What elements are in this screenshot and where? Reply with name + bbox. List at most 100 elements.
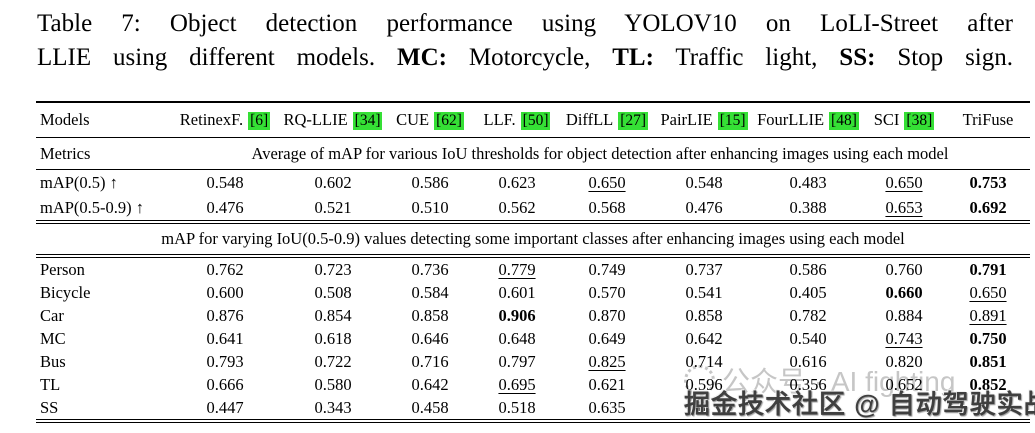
metric-value: 0.476 <box>685 197 723 217</box>
class-value: 0.642 <box>411 374 449 394</box>
model-name: SCI <box>873 110 900 129</box>
class-value: 0.852 <box>969 374 1007 394</box>
table-row: Bicycle 0.600 0.508 0.584 0.601 0.570 0.541 0.4… <box>36 281 1030 304</box>
model-column-header: CUE [62] <box>386 101 474 138</box>
class-value: 0.641 <box>206 328 244 348</box>
watermark-light-text: 公众号 · AI fighting <box>722 366 956 397</box>
class-value: 0.540 <box>789 328 827 348</box>
metric-value: 0.510 <box>411 197 449 217</box>
model-column-header: FourLLIE [48] <box>754 101 862 138</box>
model-name: DiffLL <box>565 110 614 129</box>
class-value: 0.736 <box>411 259 449 279</box>
citation-link[interactable]: [38] <box>904 112 935 130</box>
citation-link[interactable]: [62] <box>434 112 464 130</box>
metric-label: mAP(0.5-0.9) ↑ <box>40 197 145 217</box>
metric-value: 0.650 <box>885 172 923 192</box>
caption-mc-text: Motorcycle, <box>446 44 613 71</box>
class-label: Car <box>40 305 64 325</box>
class-value: 0.743 <box>885 328 923 348</box>
section-header-row: mAP for varying IoU(0.5-0.9) values dete… <box>36 222 1030 258</box>
class-value: 0.356 <box>789 374 827 394</box>
model-name: RQ-LLIE <box>283 110 348 129</box>
class-value: 0.458 <box>411 397 449 417</box>
model-name: LLF. <box>483 110 516 129</box>
class-value: 0. <box>697 397 711 417</box>
metric-value: 0.548 <box>685 172 723 192</box>
metric-label: mAP(0.5) ↑ <box>40 172 118 192</box>
section-header: mAP for varying IoU(0.5-0.9) values dete… <box>36 222 1030 258</box>
class-label: Bus <box>40 351 66 371</box>
metric-value: 0.650 <box>588 172 626 192</box>
table-row: Person 0.762 0.723 0.736 0.779 0.749 0.737 0.58… <box>36 256 1030 281</box>
citation-link[interactable]: [50] <box>520 112 551 130</box>
caption-tl-abbr: TL: <box>612 44 654 71</box>
class-value: 0.854 <box>314 305 352 325</box>
class-value: 0.906 <box>498 305 536 325</box>
dotted-circle-icon <box>684 364 715 396</box>
class-value: 0.791 <box>969 259 1007 279</box>
metric-value: 0.476 <box>206 197 244 217</box>
class-value: 0.646 <box>411 328 449 348</box>
citation-link[interactable]: [6] <box>248 112 271 130</box>
metrics-label: Metrics <box>36 137 170 170</box>
class-value: 0.652 <box>885 374 923 394</box>
model-name: TriFuse <box>962 110 1014 129</box>
overall-body: mAP(0.5) ↑ 0.548 0.602 0.586 0.623 0.650 0.548… <box>36 170 1030 222</box>
models-header-cell: Models <box>36 101 170 138</box>
class-value: 0.541 <box>685 282 723 302</box>
table-row: Bus 0.793 0.722 0.716 0.797 0.825 0.714 0.616 0.… <box>36 350 1030 373</box>
class-value: 0.600 <box>206 282 244 302</box>
class-value: 0.876 <box>206 305 244 325</box>
citation-link[interactable]: [15] <box>717 112 748 130</box>
model-name: FourLLIE <box>757 110 825 129</box>
class-value: 0.782 <box>789 305 827 325</box>
table-row: MC 0.641 0.618 0.646 0.648 0.649 0.642 0.540 0.7… <box>36 327 1030 350</box>
class-value: 0.666 <box>206 374 244 394</box>
class-value: 0.760 <box>885 259 923 279</box>
table-row: mAP(0.5) ↑ 0.548 0.602 0.586 0.623 0.650 0.548… <box>36 170 1030 196</box>
caption-ss-abbr: SS: <box>839 44 876 71</box>
class-value: 0.508 <box>314 282 352 302</box>
model-column-header: TriFuse <box>946 101 1030 138</box>
model-column-header: RQ-LLIE [34] <box>280 101 386 138</box>
table-caption: Table 7: Object detection performance us… <box>37 7 1013 75</box>
metric-value: 0.692 <box>969 197 1007 217</box>
class-value: 0.858 <box>411 305 449 325</box>
class-value: 0.650 <box>969 282 1007 302</box>
model-name: CUE <box>396 110 430 129</box>
citation-link[interactable]: [27] <box>618 112 649 130</box>
metric-value: 0.753 <box>969 172 1007 192</box>
model-column-header: PairLIE [15] <box>654 101 754 138</box>
metric-value: 0.521 <box>314 197 352 217</box>
watermark-dark: 掘金技术社区 @ 自动驾驶实战 <box>684 389 1035 419</box>
class-label: SS <box>40 397 59 417</box>
class-value: 0.820 <box>885 351 923 371</box>
metric-value: 0.653 <box>885 197 923 217</box>
model-name: PairLIE <box>660 110 713 129</box>
class-value: 0.642 <box>685 328 723 348</box>
class-label: Bicycle <box>40 282 91 302</box>
watermark-light: 公众号 · AI fighting <box>684 360 955 400</box>
model-column-header: RetinexF. [6] <box>170 101 280 138</box>
class-value: 0.447 <box>206 397 244 417</box>
caption-line-2: LLIE using different models. MC: Motorcy… <box>37 41 1013 75</box>
class-value: 0.762 <box>206 259 244 279</box>
class-value: 0.596 <box>685 374 723 394</box>
class-value: 0.825 <box>588 351 626 371</box>
metrics-row: Metrics Average of mAP for various IoU t… <box>36 137 1030 170</box>
metrics-description: Average of mAP for various IoU threshold… <box>170 137 1030 170</box>
table-row: mAP(0.5-0.9) ↑ 0.476 0.521 0.510 0.562 0.568 0… <box>36 195 1030 222</box>
class-value: 0.616 <box>789 351 827 371</box>
citation-link[interactable]: [48] <box>829 112 859 130</box>
metric-value: 0.562 <box>498 197 536 217</box>
model-name: RetinexF. <box>179 110 244 129</box>
model-column-header: LLF. [50] <box>474 101 560 138</box>
class-value: 0.723 <box>314 259 352 279</box>
class-value: 0.750 <box>969 328 1007 348</box>
model-column-header: DiffLL [27] <box>560 101 654 138</box>
results-table: Models RetinexF. [6] RQ-LLIE [34] CUE [62] LLF… <box>36 101 1030 423</box>
class-value: 0.405 <box>789 282 827 302</box>
metric-value: 0.388 <box>789 197 827 217</box>
citation-link[interactable]: [34] <box>352 112 383 130</box>
caption-line-1: Table 7: Object detection performance us… <box>37 10 1013 37</box>
